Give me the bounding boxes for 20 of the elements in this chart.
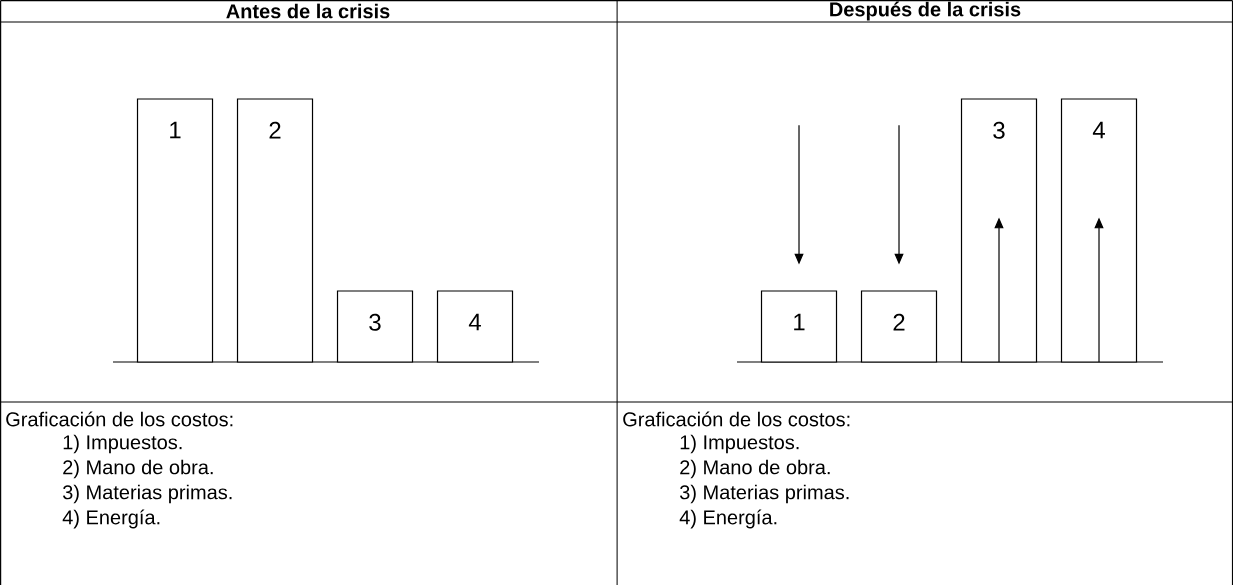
text: 2) Mano de obra. — [63, 459, 213, 479]
text: Graficación de los costos: — [623, 411, 850, 427]
text: 3) Materias primas. — [679, 484, 849, 504]
text: 3) Materias primas. — [62, 484, 232, 504]
text: 1) Impuestos. — [63, 434, 182, 454]
x-tick-label: 4 — [468, 313, 481, 331]
chart-title: Después de la crisis — [830, 1, 1021, 21]
x-tick-label: 2 — [893, 313, 905, 331]
x-tick-label: 3 — [993, 121, 1005, 139]
x-tick-label: 1 — [794, 313, 805, 331]
text: 2) Mano de obra. — [680, 459, 830, 479]
text: 4) Energía. — [62, 509, 160, 529]
chart-title: Antes de la crisis — [226, 3, 390, 19]
x-tick-label: 1 — [170, 121, 181, 139]
text: Graficación de los costos: — [6, 411, 233, 427]
text: 4) Energía. — [679, 509, 777, 529]
text: 1) Impuestos. — [680, 434, 799, 454]
x-tick-label: 4 — [1092, 121, 1105, 139]
x-tick-label: 2 — [269, 121, 281, 139]
x-tick-label: 3 — [369, 313, 381, 331]
